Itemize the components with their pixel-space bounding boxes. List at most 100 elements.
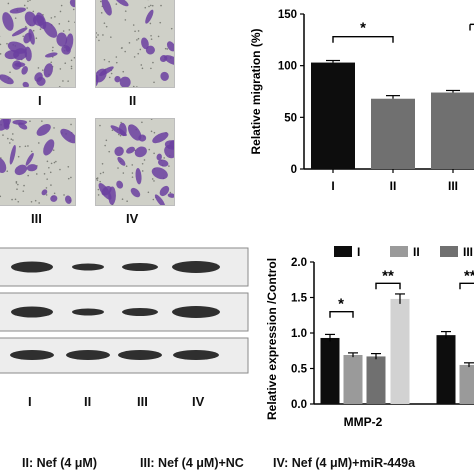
group-label: MMP-2 — [344, 415, 383, 429]
micro-pore — [99, 172, 102, 175]
micro-pore — [70, 65, 73, 68]
micro-pore — [132, 85, 135, 87]
micro-pore — [120, 121, 122, 124]
micro-cell — [151, 167, 168, 180]
expression-chart: Relative expression /Control 0.0 0.5 1.0 1.5… — [265, 245, 474, 429]
micro-pore — [59, 10, 62, 13]
micro-pore — [168, 165, 170, 167]
condition-legend-item-4: IV: Nef (4 μM)+miR-449a — [273, 456, 416, 470]
micro-pore — [148, 5, 150, 8]
micro-pore — [12, 139, 14, 141]
micro-pore — [50, 162, 53, 165]
legend-swatch — [390, 246, 408, 257]
micro-pore — [52, 149, 55, 151]
micro-pore — [6, 42, 8, 45]
micro-pore — [15, 182, 18, 184]
micro-pore — [0, 53, 2, 55]
micro-pore — [74, 21, 75, 24]
micro-pore — [102, 171, 105, 174]
micro-pore — [62, 30, 65, 32]
micro-pore — [122, 70, 125, 73]
micro-pore — [38, 202, 40, 204]
micro-cell — [98, 183, 112, 200]
bar — [436, 335, 456, 404]
micro-cell — [145, 45, 155, 55]
micro-pore — [30, 150, 33, 153]
micro-cell — [154, 194, 166, 205]
legend-label: I — [357, 245, 360, 259]
micrograph-label-II: II — [129, 93, 137, 108]
micro-pore — [51, 49, 54, 52]
micro-pore — [17, 200, 20, 203]
micro-pore — [152, 61, 154, 64]
micro-pore — [72, 8, 75, 11]
micro-pore — [141, 162, 144, 165]
micro-cell — [169, 140, 174, 149]
micro-cell — [152, 132, 169, 144]
micro-pore — [39, 28, 42, 30]
micro-cell — [9, 7, 26, 14]
micro-pore — [150, 4, 152, 7]
micro-pore — [53, 127, 55, 129]
micro-pore — [124, 19, 127, 21]
micro-pore — [119, 134, 122, 137]
y-axis-label: Relative expression /Control — [265, 258, 279, 420]
micro-cell — [0, 74, 14, 85]
micro-pore — [134, 30, 136, 33]
micro-pore — [169, 191, 172, 194]
micro-pore — [14, 17, 17, 19]
y-tick-label: 0 — [291, 164, 297, 176]
x-tick-label: II — [390, 179, 397, 193]
micro-cell — [60, 128, 75, 144]
micro-pore — [133, 56, 136, 58]
micro-pore — [151, 4, 154, 7]
blot-lane-II: II — [84, 394, 92, 409]
micro-pore — [32, 29, 35, 32]
micro-pore — [41, 120, 43, 122]
micro-pore — [110, 36, 112, 38]
micro-pore — [52, 46, 54, 49]
micro-pore — [11, 133, 14, 135]
micro-pore — [67, 20, 70, 23]
y-tick-label: 50 — [284, 112, 297, 124]
legend-swatch — [334, 246, 352, 257]
micro-cell — [145, 9, 154, 24]
micro-cell — [36, 124, 51, 136]
micro-pore — [15, 181, 18, 183]
micro-pore — [144, 6, 147, 9]
micro-pore — [27, 145, 29, 147]
micro-pore — [140, 64, 143, 66]
micro-pore — [115, 56, 118, 58]
micro-pore — [103, 22, 106, 24]
micro-pore — [97, 188, 100, 191]
y-tick-label: 1.0 — [291, 328, 307, 340]
micro-pore — [124, 50, 126, 53]
micro-cell — [50, 195, 58, 202]
condition-legend: I II: Nef (4 μM) III: Nef (4 μM)+NC IV: … — [0, 452, 474, 474]
micro-pore — [137, 37, 140, 40]
micro-pore — [122, 172, 125, 174]
blot-band — [66, 350, 110, 360]
micro-pore — [105, 25, 108, 28]
micro-pore — [46, 178, 48, 180]
bar — [366, 356, 386, 404]
micro-cell — [128, 124, 142, 141]
micro-cell — [56, 32, 68, 47]
micro-cell — [141, 37, 149, 50]
micro-pore — [0, 195, 2, 198]
micro-cell — [28, 28, 35, 45]
micro-cell — [13, 48, 28, 61]
bar — [371, 98, 415, 169]
micrograph-image-II — [96, 0, 174, 87]
significance-bracket — [332, 36, 394, 43]
blot-band — [122, 308, 158, 316]
micrograph-label-III: III — [31, 211, 42, 226]
micro-cell — [114, 146, 124, 157]
blot-band — [11, 306, 53, 318]
micro-pore — [68, 29, 71, 31]
micro-pore — [108, 60, 110, 63]
micro-pore — [97, 194, 100, 196]
micro-pore — [150, 119, 153, 120]
micro-pore — [35, 37, 38, 39]
